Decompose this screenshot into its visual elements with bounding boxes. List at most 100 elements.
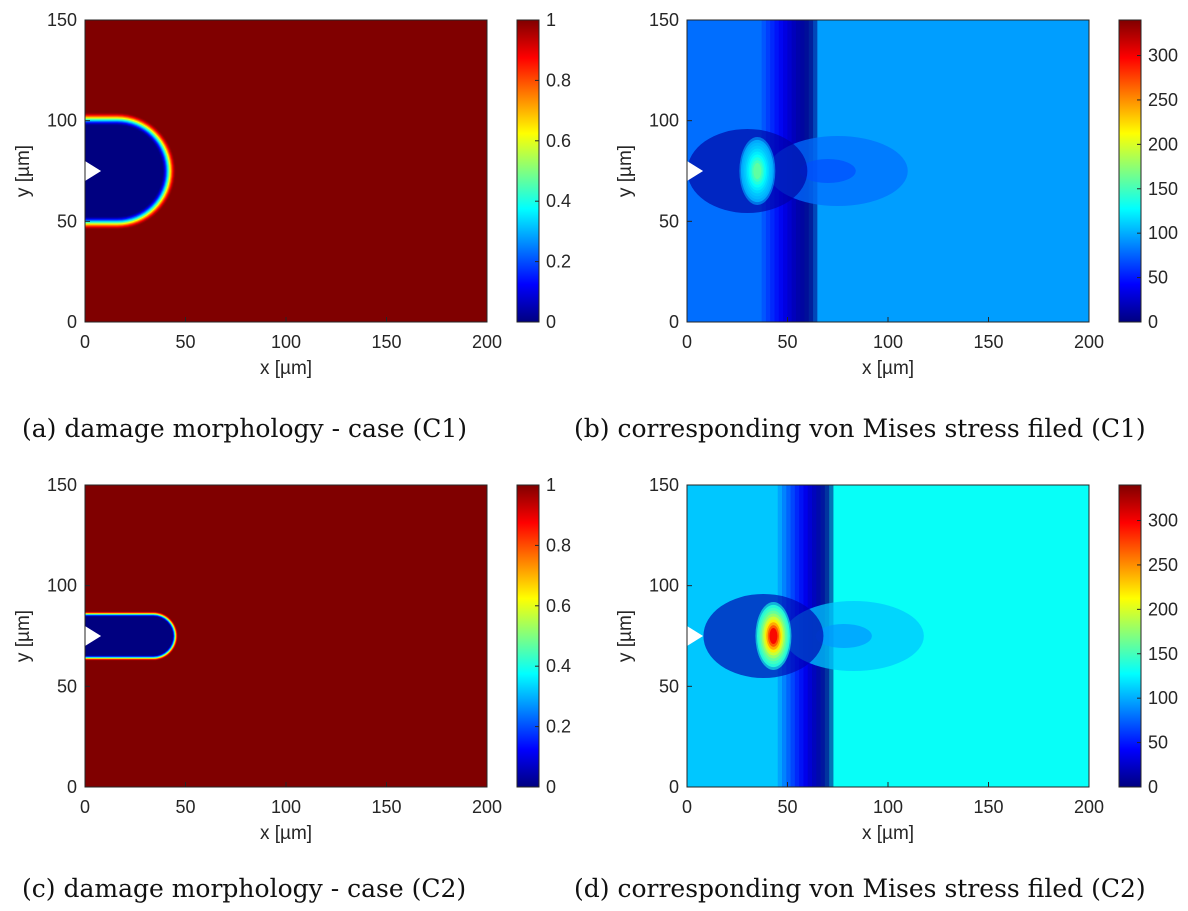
caption-b: (b) corresponding von Mises stress filed… [574,414,1146,443]
colorbar-tick-label: 0.8 [546,535,571,555]
x-tick-label: 150 [371,332,401,352]
field-plot [85,485,487,787]
y-tick-label: 150 [649,10,679,30]
y-tick-label: 100 [47,576,77,596]
x-tick-label: 50 [777,797,797,817]
colorbar-tick-label: 200 [1148,599,1178,619]
y-axis-label: y [µm] [615,145,636,197]
colorbar-tick-label: 0.6 [546,596,571,616]
colorbar [1118,19,1142,323]
chart-d: 0 50 100 150 200 0 50 100 150 x [µm] y [µm] 0 50 100 1… [615,475,1178,844]
x-tick-label: 0 [80,797,90,817]
colorbar-tick-label: 0 [546,777,556,797]
y-tick-label: 150 [47,10,77,30]
x-tick-label: 0 [682,797,692,817]
x-tick-label: 150 [371,797,401,817]
chart-c: 0 50 100 150 200 0 50 100 150 x [µm] y [µm] 0 0.2 0.4… [13,475,571,844]
x-axis-label: x [µm] [260,823,312,844]
panel-d: 0 50 100 150 200 0 50 100 150 x [µm] y [µm] 0 50 100 1… [602,465,1188,855]
colorbar-tick-label: 0.6 [546,131,571,151]
stress-low-core [799,159,856,183]
x-tick-label: 50 [777,332,797,352]
colorbar-tick-label: 0.8 [546,70,571,90]
colorbar-tick-label: 100 [1148,223,1178,243]
y-tick-label: 50 [57,211,77,231]
colorbar-tick-label: 200 [1148,134,1178,154]
y-tick-label: 100 [649,111,679,131]
colorbar-tick-label: 1 [546,10,556,30]
x-tick-label: 100 [271,332,301,352]
colorbar-tick-label: 250 [1148,90,1178,110]
x-tick-label: 100 [873,332,903,352]
x-tick-label: 200 [1074,332,1104,352]
colorbar-tick-label: 250 [1148,555,1178,575]
notch [687,626,704,646]
crack-core [85,132,156,210]
chart-a: 0 50 100 150 200 0 50 100 150 x [µm] y [µm] 0 0.2 0.4… [13,10,571,379]
colorbar-tick-label: 0.2 [546,252,571,272]
colorbar-tick-label: 50 [1148,733,1168,753]
colorbar-tick-label: 300 [1148,46,1178,66]
y-tick-label: 150 [47,475,77,495]
y-tick-label: 0 [67,312,77,332]
y-tick-label: 0 [67,777,77,797]
x-tick-label: 200 [472,332,502,352]
x-tick-label: 150 [973,332,1003,352]
x-tick-label: 100 [271,797,301,817]
colorbar-tick-label: 0.4 [546,191,571,211]
crack-core [85,619,170,653]
colorbar-tick-label: 0 [1148,777,1158,797]
field-plot [85,20,487,322]
colorbar-tick-label: 150 [1148,644,1178,664]
colorbar-tick-label: 0 [546,312,556,332]
notch [85,161,102,181]
notch [687,161,704,181]
colorbar-tick-label: 50 [1148,268,1168,288]
panel-b: 0 50 100 150 200 0 50 100 150 x [µm] y [µm] 0 50 100 1… [602,0,1188,390]
colorbar-tick-label: 150 [1148,179,1178,199]
y-tick-label: 50 [659,211,679,231]
colorbar [1118,484,1142,788]
y-tick-label: 50 [659,676,679,696]
y-axis-label: y [µm] [615,610,636,662]
x-axis-label: x [µm] [862,358,914,379]
caption-c: (c) damage morphology - case (C2) [22,874,467,903]
x-tick-label: 200 [472,797,502,817]
x-tick-label: 0 [682,332,692,352]
x-axis-label: x [µm] [862,823,914,844]
caption-d: (d) corresponding von Mises stress filed… [574,874,1146,903]
panel-c: 0 50 100 150 200 0 50 100 150 x [µm] y [µm] 0 0.2 0.4… [0,465,590,855]
x-tick-label: 0 [80,332,90,352]
y-tick-label: 0 [669,777,679,797]
colorbar-tick-label: 0 [1148,312,1158,332]
y-axis-label: y [µm] [13,610,34,662]
notch [85,626,102,646]
y-tick-label: 100 [47,111,77,131]
field-plot [687,20,1089,322]
y-axis-label: y [µm] [13,145,34,197]
chart-b: 0 50 100 150 200 0 50 100 150 x [µm] y [µm] 0 50 100 1… [615,10,1178,379]
y-tick-label: 0 [669,312,679,332]
x-tick-label: 100 [873,797,903,817]
colorbar-tick-label: 0.2 [546,717,571,737]
y-tick-label: 50 [57,676,77,696]
stress-hotspot-ring [769,628,778,644]
colorbar-tick-label: 100 [1148,688,1178,708]
colorbar [516,19,540,323]
y-tick-label: 100 [649,576,679,596]
field-plot [687,485,1089,787]
colorbar-tick-label: 0.4 [546,656,571,676]
panel-a: 0 50 100 150 200 0 50 100 150 x [µm] y [µm] 0 0.2 0.4… [0,0,590,390]
colorbar-tick-label: 300 [1148,511,1178,531]
x-tick-label: 150 [973,797,1003,817]
x-axis-label: x [µm] [260,358,312,379]
colorbar [516,484,540,788]
stress-hotspot-ring [753,163,762,179]
x-tick-label: 50 [175,797,195,817]
x-tick-label: 50 [175,332,195,352]
caption-a: (a) damage morphology - case (C1) [22,414,468,443]
y-tick-label: 150 [649,475,679,495]
x-tick-label: 200 [1074,797,1104,817]
stress-low-core [815,624,872,648]
colorbar-tick-label: 1 [546,475,556,495]
